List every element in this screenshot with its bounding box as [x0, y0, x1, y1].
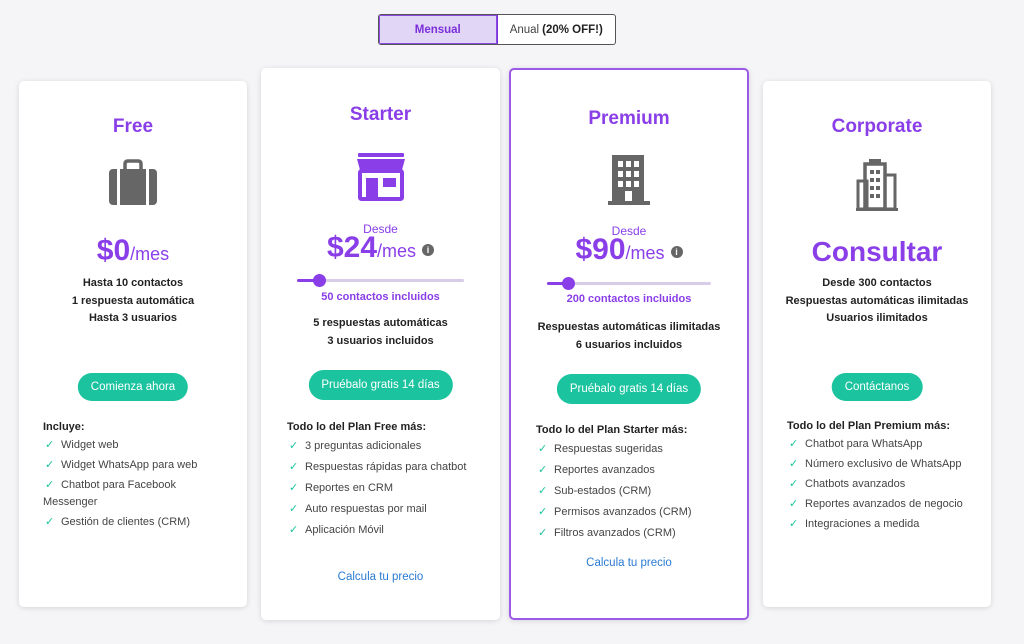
info-icon[interactable]: i — [422, 243, 435, 256]
price-amount: $0 — [96, 234, 131, 267]
plan-name: Starter — [349, 104, 412, 125]
list-item: Reportes en CRM — [287, 480, 487, 497]
list-item: 3 preguntas adicionales — [287, 438, 487, 455]
list-title: Todo lo del Plan Starter más: — [536, 424, 688, 436]
monthly-label: Mensual — [414, 23, 461, 36]
list-title: Todo lo del Plan Premium más: — [787, 420, 950, 432]
annual-option[interactable]: Anual (20% OFF!) — [498, 15, 616, 44]
list-item: Integraciones a medida — [787, 516, 977, 533]
list-title: Todo lo del Plan Free más: — [287, 421, 427, 433]
price-period: /mes — [625, 243, 665, 263]
price: $90/mes i — [511, 233, 747, 267]
list-item: Respuestas sugeridas — [536, 441, 736, 458]
price: $0/mes — [19, 234, 247, 268]
plan-features: Hasta 10 contactos 1 respuesta automátic… — [19, 275, 247, 328]
annual-discount: (20% OFF!) — [542, 23, 603, 36]
skyscraper-icon — [855, 157, 899, 218]
list-item: Filtros avanzados (CRM) — [536, 525, 736, 542]
calculate-price-link[interactable]: Calcula tu precio — [337, 571, 424, 583]
list-item: Chatbot para Facebook Messenger — [43, 477, 233, 510]
contacts-slider[interactable] — [547, 277, 711, 290]
billing-toggle: Mensual Anual (20% OFF!) — [378, 14, 616, 45]
slider-fill — [547, 282, 569, 285]
contacts-included: 200 contactos incluidos — [566, 293, 692, 305]
list-item: Permisos avanzados (CRM) — [536, 504, 736, 521]
feature-line: Usuarios ilimitados — [826, 312, 928, 324]
price-amount: $90 — [575, 233, 626, 266]
feature-line: Hasta 3 usuarios — [88, 312, 178, 324]
feature-line: Hasta 10 contactos — [82, 277, 184, 289]
price-period: /mes — [377, 241, 417, 261]
plan-name: Premium — [588, 108, 670, 129]
list-title: Incluye: — [43, 421, 85, 433]
list-item: Reportes avanzados de negocio — [787, 496, 977, 513]
contacts-included: 50 contactos incluidos — [321, 291, 440, 303]
price-consult: Consultar — [811, 236, 943, 267]
price-from-label: Desde — [363, 222, 398, 236]
plan-card-starter: Starter Desde $24/mes i 50 contactos incl… — [261, 68, 500, 620]
plan-card-premium: Premium Desde $90/mes i 200 contactos inc… — [509, 68, 749, 620]
list-item: Auto respuestas por mail — [287, 501, 487, 518]
plan-features: 5 respuestas automáticas 3 usuarios incl… — [261, 315, 500, 350]
feature-list: Respuestas sugeridas Reportes avanzados … — [536, 441, 736, 542]
feature-line: Respuestas automáticas ilimitadas — [537, 321, 721, 333]
plan-card-free: Free $0/mes Hasta 10 contactos 1 respues… — [19, 81, 247, 607]
slider-fill — [297, 279, 319, 282]
list-item: Número exclusivo de WhatsApp — [787, 456, 977, 473]
list-item: Reportes avanzados — [536, 462, 736, 479]
feature-line: 6 usuarios incluidos — [575, 338, 683, 351]
feature-line: Desde 300 contactos — [822, 277, 932, 289]
feature-list: 3 preguntas adicionales Respuestas rápid… — [287, 438, 487, 539]
start-now-button[interactable]: Comienza ahora — [77, 373, 189, 401]
feature-line: 1 respuesta automática — [71, 294, 195, 307]
slider-handle[interactable] — [312, 274, 326, 287]
briefcase-icon — [107, 159, 159, 212]
list-item: Widget web — [43, 437, 233, 454]
feature-list: Widget web Widget WhatsApp para web Chat… — [43, 437, 233, 530]
list-item: Gestión de clientes (CRM) — [43, 514, 233, 531]
free-trial-button[interactable]: Pruébalo gratis 14 días — [556, 374, 702, 404]
annual-label: Anual — [509, 23, 540, 36]
plan-features: Respuestas automáticas ilimitadas 6 usua… — [511, 319, 747, 354]
price-period: /mes — [130, 244, 170, 264]
feature-list: Chatbot para WhatsApp Número exclusivo d… — [787, 436, 977, 533]
contacts-slider[interactable] — [297, 274, 464, 287]
price-amount: $24 — [326, 231, 378, 264]
feature-line: 5 respuestas automáticas — [313, 317, 448, 329]
slider-handle[interactable] — [562, 277, 576, 290]
free-trial-button[interactable]: Pruébalo gratis 14 días — [308, 370, 453, 400]
plan-name: Free — [112, 116, 154, 137]
feature-line: Respuestas automáticas ilimitadas — [785, 294, 969, 307]
feature-line: 3 usuarios incluidos — [327, 334, 434, 347]
monthly-option[interactable]: Mensual — [379, 15, 498, 44]
plan-features: Desde 300 contactos Respuestas automátic… — [763, 275, 991, 328]
price: $24/mes i — [261, 231, 500, 265]
plan-name: Corporate — [831, 116, 923, 137]
list-item: Widget WhatsApp para web — [43, 457, 233, 474]
contact-us-button[interactable]: Contáctanos — [831, 373, 923, 401]
list-item: Sub-estados (CRM) — [536, 483, 736, 500]
price-from-label: Desde — [611, 224, 647, 238]
building-icon — [607, 151, 651, 212]
plan-card-corporate: Corporate Consultar Desde 300 contactos … — [763, 81, 991, 607]
list-item: Respuestas rápidas para chatbot — [287, 459, 487, 476]
info-icon[interactable]: i — [670, 245, 683, 258]
list-item: Chatbot para WhatsApp — [787, 436, 977, 453]
storefront-icon — [355, 151, 407, 206]
list-item: Aplicación Móvil — [287, 522, 487, 539]
calculate-price-link[interactable]: Calcula tu precio — [586, 557, 672, 569]
list-item: Chatbots avanzados — [787, 476, 977, 493]
